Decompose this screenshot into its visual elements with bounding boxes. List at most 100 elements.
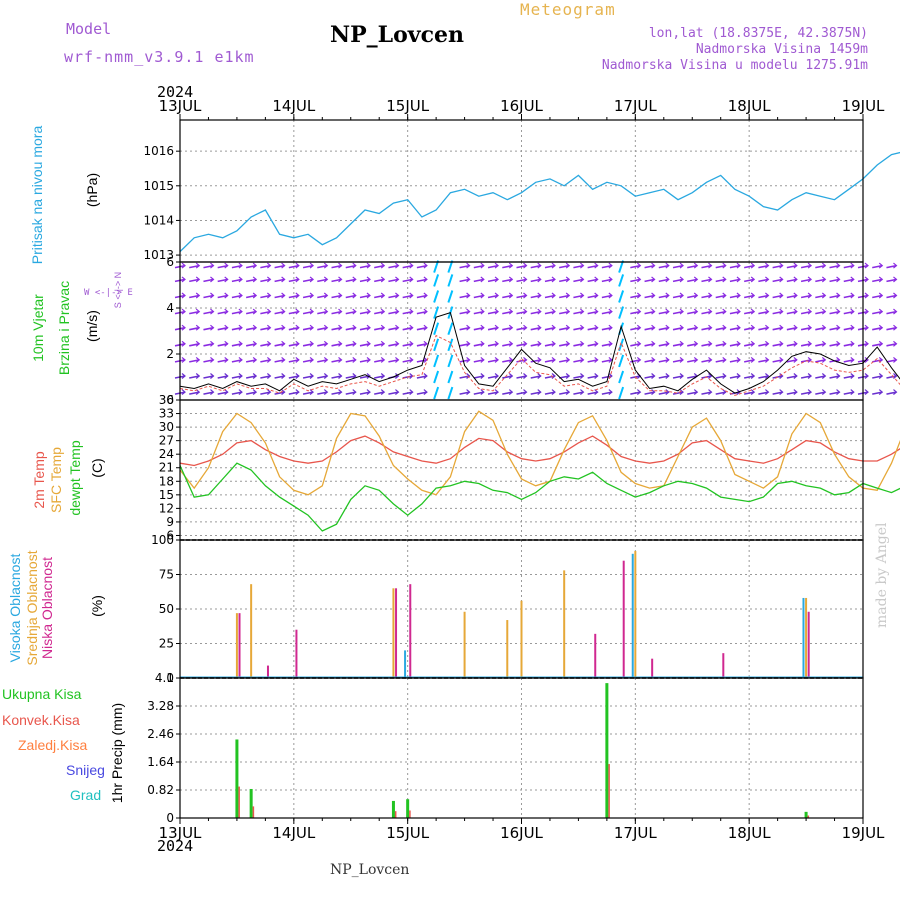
wind-arrow: [758, 343, 769, 347]
wind-arrow: [559, 278, 570, 283]
wind-arrow-head: [466, 276, 471, 283]
wind-arrow-head: [665, 308, 670, 315]
wind-arrow-head: [636, 389, 642, 396]
wind-arrow: [715, 294, 726, 299]
wind-arrow: [402, 391, 413, 395]
wind-arrow: [302, 294, 314, 299]
wind-arrow: [231, 343, 243, 347]
wind-arrow: [630, 326, 641, 331]
wind-arrow-head: [252, 373, 258, 379]
wind-arrow: [815, 294, 826, 299]
page-title: NP_Lovcen: [330, 22, 464, 48]
wind-arrow: [872, 359, 883, 363]
wind-arrow: [687, 264, 698, 269]
wind-arrow: [502, 375, 513, 379]
wind-arrow-strong: [447, 322, 454, 336]
wind-arrow-head: [366, 373, 371, 379]
wind-arrow-head: [580, 356, 585, 363]
wind-arrow: [758, 264, 769, 269]
wind-arrow-head: [565, 356, 571, 363]
wind-arrow-head: [252, 262, 258, 269]
wind-compass: W <-|-> E: [84, 288, 133, 298]
wind-arrow-head: [580, 324, 585, 331]
wind-arrow: [630, 264, 641, 269]
cloud-mid-bar: [520, 600, 523, 678]
wind-arrow-head: [679, 292, 684, 299]
wind-arrow: [715, 391, 726, 395]
wind-arrow-head: [281, 276, 286, 283]
wind-arrow-head: [508, 373, 514, 379]
wind-arrow-head: [594, 262, 599, 269]
wind-arrow: [288, 343, 299, 347]
wind-arrow: [416, 310, 428, 315]
wind-arrow: [530, 278, 541, 283]
wind-arrow: [544, 278, 556, 283]
wind-arrow: [544, 359, 556, 363]
wind-arrow-head: [679, 324, 684, 331]
wind-arrow: [530, 391, 541, 395]
wind-arrow: [843, 343, 854, 347]
wind-arrow-head: [480, 308, 485, 315]
wind-arrow: [886, 310, 897, 315]
wind-arrow-head: [893, 262, 898, 269]
wind-arrow: [687, 294, 698, 299]
wind-arrow: [374, 359, 385, 363]
wind-arrow: [559, 294, 570, 299]
wind-arrow-head: [537, 262, 542, 269]
wind-arrow-head: [338, 292, 343, 299]
wind-arrow: [473, 310, 484, 315]
wind-arrow: [516, 343, 527, 347]
model-name: wrf-nmm_v3.9.1 e1km: [64, 48, 255, 66]
wind-arrow: [331, 326, 342, 331]
wind-arrow: [601, 294, 613, 299]
wind-arrow-head: [480, 340, 485, 347]
wind-arrow-head: [352, 340, 357, 347]
wind-arrow: [302, 278, 314, 283]
wind-arrow: [217, 310, 228, 315]
wind-arrow: [815, 343, 826, 347]
wind-arrow-head: [338, 373, 343, 379]
bottom-axis-label: 19JUL: [842, 824, 885, 842]
wind-arrow-head: [565, 373, 571, 379]
wind-arrow-head: [693, 389, 699, 396]
wind-arrow: [658, 375, 669, 379]
wind-arrow: [658, 391, 669, 395]
wind-arrow-head: [693, 356, 699, 363]
wind-arrow: [217, 375, 228, 379]
wind-arrow: [487, 375, 499, 379]
precip-convective-bar: [394, 811, 397, 818]
pressure-series-line: [179, 151, 900, 253]
wind-arrow-head: [523, 356, 528, 363]
wind-arrow: [260, 343, 271, 347]
wind-arrow: [288, 326, 299, 331]
wind-arrow-head: [565, 308, 571, 315]
wind-arrow: [260, 326, 271, 331]
wind-arrow: [189, 278, 200, 283]
wind-arrow-head: [651, 324, 656, 331]
wind-arrow: [701, 343, 712, 347]
y-tick-label: 12: [159, 501, 174, 515]
wind-arrow: [459, 343, 470, 347]
wind-arrow: [388, 359, 399, 363]
wind-arrow-head: [366, 276, 371, 283]
wind-arrow-head: [494, 262, 499, 269]
meteogram-label: Meteogram: [520, 0, 616, 19]
wind-arrow-head: [893, 340, 898, 347]
wind-arrow-head: [779, 308, 784, 315]
wind-speed-line: [179, 311, 900, 394]
wind-arrow-head: [266, 262, 272, 269]
precip-total-bar: [249, 788, 253, 818]
wind-arrow: [502, 310, 513, 315]
wind-arrow-head: [608, 340, 613, 347]
wind-arrow: [402, 278, 413, 283]
bottom-axis-label: 17JUL: [614, 824, 657, 842]
y-tick-label: 15: [159, 488, 174, 502]
cloud-low-bar: [651, 658, 654, 678]
wind-arrow: [317, 343, 328, 347]
wind-arrow-head: [608, 276, 613, 283]
wind-arrow: [487, 310, 499, 315]
wind-arrow-head: [765, 292, 770, 299]
wind-arrow: [245, 343, 257, 347]
cloud-mid-bar: [463, 611, 466, 678]
wind-arrow-head: [537, 308, 542, 315]
